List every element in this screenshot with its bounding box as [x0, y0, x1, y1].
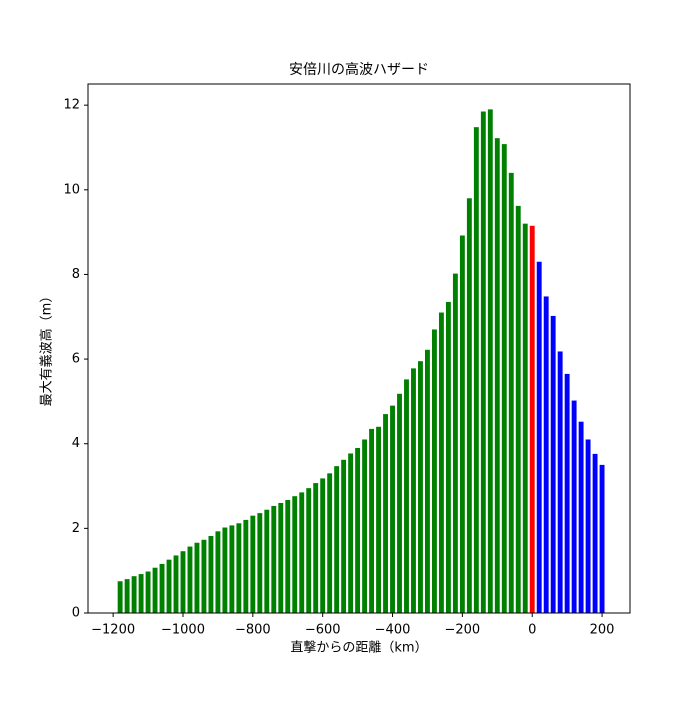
bar — [341, 459, 347, 613]
bar — [117, 581, 123, 613]
bar — [313, 483, 319, 613]
chart-title: 安倍川の高波ハザード — [289, 61, 429, 78]
x-tick-label: −200 — [445, 623, 481, 638]
x-tick-label: −1200 — [91, 623, 135, 638]
x-tick-label: −1000 — [161, 623, 205, 638]
bar — [236, 523, 242, 613]
bar — [390, 405, 395, 613]
x-axis-label: 直撃からの距離（km） — [290, 640, 427, 656]
bar — [431, 329, 437, 613]
bar — [124, 579, 130, 613]
y-tick-label: 0 — [72, 606, 80, 621]
bar — [327, 473, 333, 613]
bar — [320, 478, 326, 613]
bar — [208, 535, 214, 613]
bar — [355, 447, 361, 613]
bar — [438, 312, 444, 613]
bar — [536, 261, 542, 613]
y-tick-label: 8 — [72, 267, 80, 282]
bar — [292, 496, 298, 613]
bar — [362, 439, 368, 613]
bar — [194, 542, 200, 613]
y-tick-label: 2 — [72, 521, 80, 536]
y-tick-label: 10 — [63, 182, 80, 197]
bar — [271, 505, 277, 613]
bar — [557, 351, 563, 613]
x-tick-label: 0 — [528, 623, 536, 638]
bar — [550, 315, 556, 613]
bar — [264, 509, 270, 613]
x-tick-label: 200 — [590, 623, 615, 638]
bar — [571, 400, 577, 613]
bar — [452, 273, 458, 613]
bar — [543, 296, 549, 613]
bar — [418, 361, 423, 613]
bar — [180, 551, 186, 613]
bar — [215, 531, 221, 613]
bar — [404, 379, 409, 613]
y-tick-label: 4 — [72, 436, 80, 451]
bar — [383, 414, 388, 613]
bar — [152, 567, 158, 613]
bar — [334, 466, 340, 613]
bar — [425, 349, 430, 613]
bar — [459, 235, 465, 613]
bar — [487, 109, 493, 613]
y-axis-label: 最大有義波高（m） — [39, 290, 55, 407]
bar — [243, 519, 249, 613]
bar — [564, 373, 570, 613]
bar — [348, 453, 354, 613]
bar — [369, 428, 375, 613]
bar — [299, 492, 305, 613]
bar — [445, 301, 451, 613]
x-tick-label: −400 — [375, 623, 411, 638]
bar — [229, 525, 235, 613]
bar — [585, 439, 591, 613]
bar — [466, 198, 472, 613]
bar — [138, 574, 144, 613]
bar — [411, 368, 416, 613]
bar — [131, 576, 137, 613]
bar — [529, 225, 535, 613]
bar — [508, 172, 514, 613]
x-tick-label: −800 — [235, 623, 271, 638]
bar — [201, 539, 207, 613]
bar — [166, 559, 172, 613]
bar — [257, 513, 263, 613]
bar — [278, 502, 284, 613]
bar — [522, 223, 528, 613]
bar — [501, 144, 507, 613]
plot-frame — [87, 83, 631, 614]
bar — [473, 127, 479, 614]
bar — [592, 453, 598, 613]
bar — [599, 464, 605, 613]
bar — [397, 393, 402, 613]
bar — [285, 500, 291, 613]
x-tick-label: −600 — [305, 623, 341, 638]
bar — [173, 555, 179, 613]
bar — [222, 527, 228, 613]
bar — [578, 421, 584, 613]
bar — [376, 426, 382, 613]
y-tick-label: 12 — [63, 98, 80, 113]
bar — [159, 563, 165, 613]
bar — [494, 138, 500, 613]
y-tick-label: 6 — [72, 352, 80, 367]
bar — [145, 571, 151, 613]
bar — [480, 111, 486, 614]
bar — [250, 515, 256, 613]
bar — [187, 546, 193, 613]
bar — [515, 205, 521, 614]
bar — [306, 488, 312, 613]
